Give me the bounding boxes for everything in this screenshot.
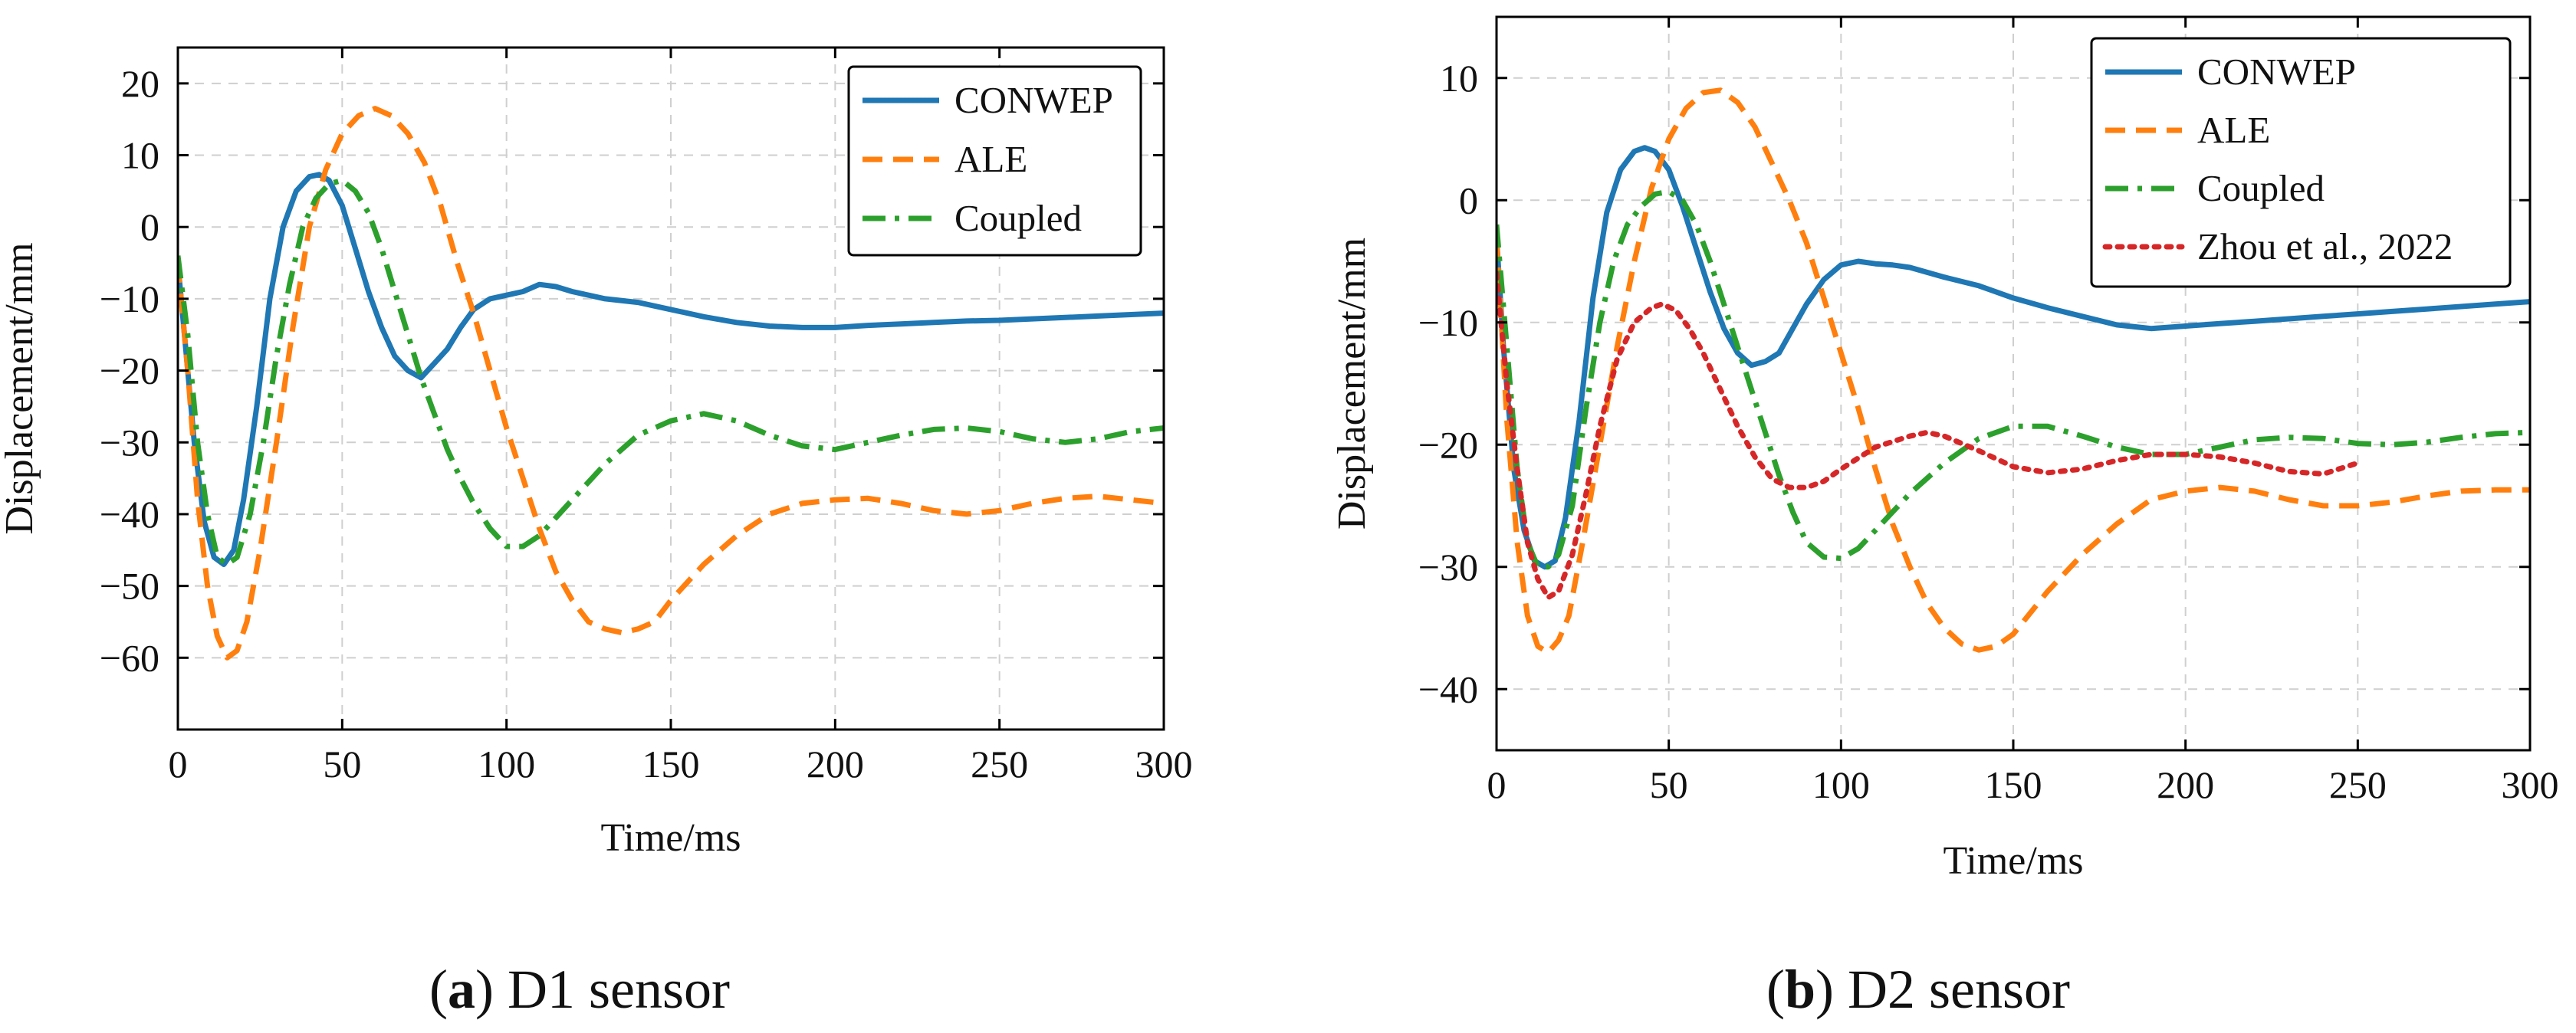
chart-a-y-tick-label: 0	[140, 205, 159, 248]
chart-a-y-tick-label: 10	[121, 134, 159, 177]
caption-a-paren-open: (	[429, 959, 448, 1020]
chart-b-legend: CONWEP ALE Coupled Zhou et al., 2022	[2090, 37, 2512, 288]
caption-b-text: D2 sensor	[1848, 959, 2070, 1020]
chart-a-legend-label: Coupled	[955, 197, 1082, 239]
chart-b-x-tick-label: 250	[2329, 763, 2387, 806]
chart-a-legend: CONWEP ALE Coupled	[847, 65, 1142, 257]
chart-a-y-axis-title: Displacement/mm	[0, 242, 41, 534]
chart-b-series-zhou-et-al-2022	[1497, 271, 2361, 601]
chart-a-x-tick-label: 50	[323, 743, 361, 785]
caption-b-paren-close: )	[1815, 959, 1848, 1020]
chart-b-x-tick-label: 300	[2502, 763, 2559, 806]
caption-b: (b) D2 sensor	[1766, 959, 2070, 1020]
chart-a-y-tick-label: −40	[100, 493, 159, 536]
chart-a-x-tick-label: 300	[1135, 743, 1193, 785]
chart-b-series-conwep	[1497, 145, 2530, 570]
chart-a-legend-label: ALE	[955, 138, 1027, 180]
chart-b-legend-label: Coupled	[2197, 167, 2325, 209]
chart-a-x-tick-label: 250	[971, 743, 1028, 785]
chart-a-x-tick-label: 200	[807, 743, 864, 785]
caption-b-paren-open: (	[1766, 959, 1785, 1020]
chart-b-legend-label: ALE	[2197, 109, 2270, 151]
chart-b-y-tick-label: −40	[1418, 667, 1478, 710]
chart-a-series-group	[178, 106, 1164, 661]
chart-a-y-tick-label: −10	[100, 277, 159, 320]
chart-a-series-conwep	[178, 172, 1164, 567]
chart-b-legend-label: Zhou et al., 2022	[2197, 225, 2453, 267]
chart-a-y-tick-label: −30	[100, 421, 159, 464]
chart-b-x-tick-label: 100	[1812, 763, 1870, 806]
caption-b-label: b	[1785, 959, 1815, 1020]
chart-panel-b: 0 50 100 150 200 250 300 −40 −30 −20 −10 0 10 Time/ms…	[1330, 15, 2559, 883]
chart-b-x-tick-label: 0	[1487, 763, 1506, 806]
chart-b-y-tick-label: −10	[1418, 301, 1478, 344]
chart-b-y-tick-label: 0	[1459, 179, 1478, 221]
chart-a-legend-box	[847, 65, 1142, 257]
chart-b-series-ale	[1497, 87, 2530, 655]
chart-a-legend-label: CONWEP	[955, 79, 1113, 121]
chart-a-x-tick-label: 0	[169, 743, 188, 785]
chart-b-x-tick-label: 200	[2157, 763, 2214, 806]
caption-a-label: a	[448, 959, 475, 1020]
chart-a-y-tick-label: 20	[121, 62, 159, 105]
chart-a-y-tick-label: −50	[100, 565, 159, 608]
chart-b-x-axis-title: Time/ms	[1943, 839, 2083, 883]
chart-b-y-tick-label: −20	[1418, 423, 1478, 466]
chart-a-y-tick-label: −60	[100, 636, 159, 679]
chart-b-y-tick-label: 10	[1440, 57, 1478, 100]
chart-b-y-axis-title: Displacement/mm	[1330, 238, 1374, 530]
chart-b-series-coupled	[1497, 189, 2530, 570]
chart-b-series-group	[1497, 87, 2530, 655]
caption-a-text: D1 sensor	[508, 959, 730, 1020]
chart-a-series-ale	[178, 106, 1164, 661]
chart-a-x-tick-label: 100	[478, 743, 535, 785]
chart-b-legend-box	[2090, 37, 2512, 288]
chart-panel-a: 0 50 100 150 200 250 300 −60 −50 −40 −30 −20 −10 0 10 2…	[0, 46, 1193, 860]
chart-b-legend-label: CONWEP	[2197, 51, 2356, 93]
chart-a-x-axis-title: Time/ms	[600, 816, 741, 860]
caption-a: (a) D1 sensor	[429, 959, 730, 1020]
chart-b-y-tick-label: −30	[1418, 546, 1478, 589]
chart-b-x-tick-label: 150	[1985, 763, 2042, 806]
chart-a-y-tick-label: −20	[100, 349, 159, 392]
caption-a-paren-close: )	[475, 959, 508, 1020]
chart-a-series-coupled	[178, 177, 1164, 567]
chart-b-x-tick-label: 50	[1650, 763, 1688, 806]
chart-a-x-tick-label: 150	[642, 743, 700, 785]
